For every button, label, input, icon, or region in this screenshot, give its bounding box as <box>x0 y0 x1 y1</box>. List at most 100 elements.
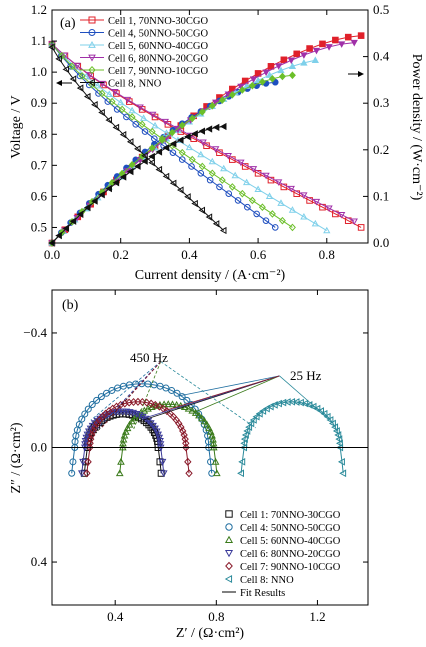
b-data-point <box>240 435 248 443</box>
a-power-point <box>69 217 77 225</box>
a-ytick-label: 1.0 <box>31 64 47 79</box>
b-ytick-label: 0.4 <box>31 554 48 569</box>
a-power-point <box>265 71 274 78</box>
a-voltage-point <box>300 192 308 199</box>
a-legend-marker <box>88 16 96 24</box>
panel-b: 0.4 0.8 1.2 −0.4 0.0 0.4 (b) 450 Hz 25 Hz Cel… <box>9 289 369 641</box>
b-data-point <box>211 457 220 465</box>
b-data-point <box>120 431 129 439</box>
a-voltage-point <box>126 138 134 146</box>
a-voltage-point <box>312 198 321 206</box>
b-ytick-label: 0.0 <box>31 440 47 455</box>
b-data-point <box>332 427 340 435</box>
a-voltage-point <box>91 101 98 109</box>
a-power-point <box>319 40 326 48</box>
a-voltage-point <box>350 218 358 226</box>
a-voltage-point <box>134 145 141 153</box>
a-voltage-point <box>128 113 136 121</box>
b-leader-450hz <box>93 361 161 433</box>
b-data-point <box>168 400 177 408</box>
b-data-point <box>115 408 124 416</box>
a-power-point <box>280 56 288 64</box>
a-voltage-point <box>151 121 159 129</box>
a-voltage-point <box>219 226 227 235</box>
panel-a: 0.0 0.2 0.4 0.6 0.8 0.5 0.6 0.7 0.8 0.9 1.0 1.1 1.2 0… <box>9 2 424 283</box>
b-leader-25hz <box>279 375 320 411</box>
panel-a-series <box>48 32 365 247</box>
b-data-point <box>249 416 257 424</box>
a-power-point <box>238 86 246 94</box>
b-data-point <box>266 402 274 411</box>
a-power-point <box>141 157 148 165</box>
panel-a-right-arrow <box>348 71 364 77</box>
b-series-5 <box>83 397 193 478</box>
a-power-point <box>219 122 227 131</box>
a-voltage-point <box>86 72 94 79</box>
b-leader-25hz <box>193 375 280 413</box>
b-data-point <box>323 412 331 421</box>
a-series-5 <box>48 40 296 247</box>
a-power-point <box>162 144 170 152</box>
b-data-point <box>147 399 155 408</box>
b-data-point <box>115 469 124 477</box>
a-voltage-point <box>169 179 177 187</box>
b-data-point <box>78 415 86 423</box>
a-voltage-point <box>69 75 77 83</box>
panel-a-y2label: Power density / (W·cm⁻²) <box>409 54 424 201</box>
b-xtick-label: 0.4 <box>107 609 124 624</box>
a-voltage-point <box>161 118 169 126</box>
b-legend-label: Cell 6: 80NNO-20CGO <box>240 549 341 560</box>
a-voltage-point <box>98 108 105 117</box>
a-voltage-point <box>311 219 319 227</box>
b-data-point <box>317 407 325 415</box>
a-power-point <box>332 36 339 44</box>
b-leader-450hz <box>90 361 161 421</box>
a-legend-marker <box>87 78 95 87</box>
a-voltage-point <box>208 169 216 178</box>
b-data-point <box>158 458 167 466</box>
a-power-point <box>277 66 285 74</box>
a-voltage-point <box>113 90 120 97</box>
b-data-point <box>108 409 117 417</box>
a-voltage-line <box>51 43 328 231</box>
a-voltage-point <box>228 183 236 191</box>
a-voltage-point <box>198 206 206 214</box>
panel-b-legend: Cell 1: 70NNO-30CGO Cell 4: 50NNO-50CGO Ce… <box>222 510 341 599</box>
a-voltage-point <box>216 183 223 191</box>
b-legend-label: Cell 4: 50NNO-50CGO <box>240 523 341 534</box>
b-data-point <box>178 393 186 401</box>
b-data-point <box>88 422 97 430</box>
panel-b-xlabel: Z′ / (Ω·cm²) <box>176 626 245 641</box>
a-voltage-point <box>58 51 66 60</box>
b-data-point <box>185 469 193 478</box>
a-legend-label: Cell 5, 60NNO-40CGO <box>108 41 208 52</box>
b-data-point <box>240 439 248 448</box>
b-data-point <box>195 410 203 418</box>
b-data-point <box>179 426 187 436</box>
b-data-point <box>119 439 127 447</box>
a-power-point <box>357 32 365 39</box>
a-voltage-point <box>218 176 226 184</box>
a-power-point <box>198 108 206 116</box>
a-power-point <box>112 179 120 187</box>
b-leader-25hz <box>179 375 280 397</box>
a-voltage-point <box>141 128 149 135</box>
a-legend-label: Cell 8, NNO <box>108 79 162 90</box>
a-voltage-point <box>287 185 295 193</box>
b-data-point <box>328 419 336 428</box>
a-power-point <box>208 101 216 110</box>
a-voltage-point <box>197 169 205 177</box>
a-voltage-point <box>136 104 144 112</box>
a-voltage-point <box>278 216 286 225</box>
b-data-point <box>301 399 309 408</box>
a-power-point <box>76 210 84 218</box>
panel-b-series <box>68 361 347 478</box>
a-power-point <box>288 62 297 70</box>
b-data-point <box>212 469 221 477</box>
a-voltage-point <box>225 190 233 197</box>
panel-b-ylabel: Z″ / (Ω·cm²) <box>9 422 24 493</box>
a-voltage-point <box>242 178 251 186</box>
b-data-point <box>156 441 165 449</box>
